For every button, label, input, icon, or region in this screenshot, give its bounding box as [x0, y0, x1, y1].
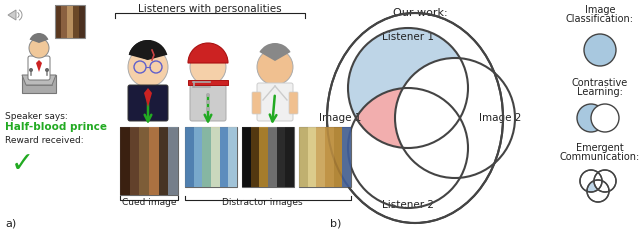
Bar	[194, 127, 202, 187]
FancyBboxPatch shape	[22, 75, 56, 93]
Circle shape	[128, 47, 168, 87]
Bar	[268, 127, 276, 187]
Text: Listener 1: Listener 1	[382, 32, 434, 42]
Text: Learning:: Learning:	[577, 87, 623, 97]
Bar	[220, 127, 228, 187]
Polygon shape	[144, 88, 152, 107]
Bar	[168, 127, 178, 195]
Wedge shape	[188, 43, 228, 63]
Bar	[149, 127, 159, 195]
Bar	[325, 127, 333, 187]
Bar	[55, 5, 85, 38]
FancyBboxPatch shape	[252, 92, 261, 114]
Bar	[316, 127, 325, 187]
Text: Half-blood prince: Half-blood prince	[5, 122, 107, 132]
Text: Our work:: Our work:	[393, 8, 447, 18]
FancyBboxPatch shape	[188, 80, 228, 85]
Text: Listener 2: Listener 2	[382, 200, 434, 210]
Text: a): a)	[5, 218, 16, 228]
Bar	[140, 127, 149, 195]
Bar	[299, 127, 308, 187]
Polygon shape	[8, 10, 16, 20]
Circle shape	[206, 93, 210, 97]
Bar	[185, 127, 237, 187]
Wedge shape	[129, 40, 167, 60]
Bar	[333, 127, 342, 187]
Wedge shape	[29, 33, 49, 43]
Bar	[73, 5, 79, 38]
Bar	[285, 127, 294, 187]
Bar	[202, 127, 211, 187]
Text: Contrastive: Contrastive	[572, 78, 628, 88]
Circle shape	[206, 107, 210, 111]
Text: Image 2: Image 2	[479, 113, 521, 123]
FancyBboxPatch shape	[257, 83, 293, 121]
Circle shape	[29, 38, 49, 58]
Bar	[159, 127, 168, 195]
FancyBboxPatch shape	[190, 85, 226, 121]
Bar	[251, 127, 259, 187]
Text: Image: Image	[585, 5, 615, 15]
Bar	[185, 127, 194, 187]
Bar	[242, 127, 294, 187]
Bar	[120, 127, 130, 195]
Circle shape	[45, 68, 49, 72]
Text: Emergent: Emergent	[576, 143, 624, 153]
Text: Image 1: Image 1	[319, 113, 361, 123]
Text: ✓: ✓	[10, 150, 34, 178]
Text: b): b)	[330, 218, 341, 228]
Circle shape	[29, 68, 33, 72]
FancyBboxPatch shape	[289, 92, 298, 114]
Bar	[79, 5, 85, 38]
FancyBboxPatch shape	[28, 56, 50, 80]
Circle shape	[257, 49, 293, 85]
Bar	[130, 127, 140, 195]
Circle shape	[577, 104, 605, 132]
Text: Classification:: Classification:	[566, 14, 634, 24]
Circle shape	[584, 34, 616, 66]
Text: Communication:: Communication:	[560, 152, 640, 162]
Bar	[67, 5, 73, 38]
Text: Reward received:: Reward received:	[5, 136, 84, 145]
Bar	[308, 127, 316, 187]
Circle shape	[190, 49, 226, 85]
Circle shape	[591, 104, 619, 132]
Bar	[61, 5, 67, 38]
Bar	[276, 127, 285, 187]
Circle shape	[206, 100, 210, 104]
Polygon shape	[36, 60, 42, 72]
Bar	[228, 127, 237, 187]
Bar	[299, 127, 351, 187]
Bar	[55, 5, 61, 38]
Text: Cued image: Cued image	[122, 198, 176, 207]
Wedge shape	[129, 40, 152, 60]
Bar	[342, 127, 351, 187]
Bar	[211, 127, 220, 187]
Polygon shape	[22, 75, 56, 85]
Text: Distractor images: Distractor images	[221, 198, 302, 207]
Bar	[259, 127, 268, 187]
FancyBboxPatch shape	[128, 85, 168, 121]
Text: Speaker says:: Speaker says:	[5, 112, 68, 121]
Wedge shape	[259, 43, 291, 61]
Bar	[242, 127, 251, 187]
Bar	[120, 127, 178, 195]
Text: Listeners with personalities: Listeners with personalities	[138, 4, 282, 14]
